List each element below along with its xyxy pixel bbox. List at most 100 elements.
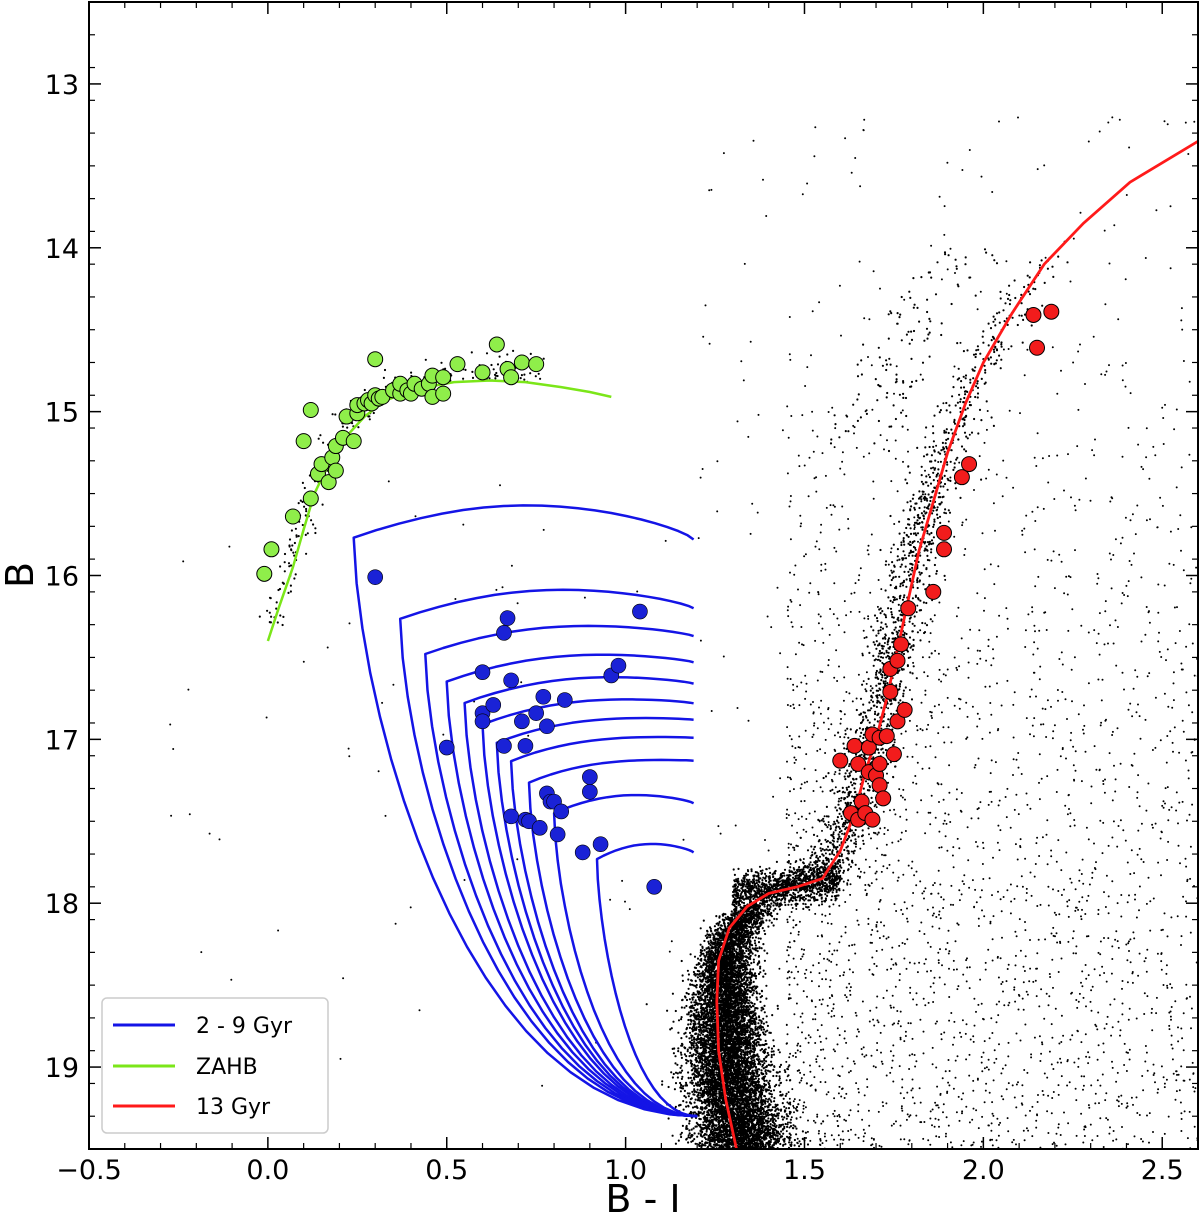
young-star-point bbox=[496, 738, 512, 754]
rgb-star-point bbox=[936, 524, 953, 541]
zahb-star-point bbox=[263, 541, 280, 558]
legend-box bbox=[101, 997, 329, 1134]
y-tick-label: 17 bbox=[45, 725, 79, 756]
young-star-point bbox=[632, 603, 648, 620]
rgb-star-point bbox=[1043, 303, 1060, 320]
rgb-star-point bbox=[885, 746, 902, 763]
young-isochrone-8 bbox=[495, 716, 698, 1118]
zahb-star-point bbox=[284, 508, 301, 525]
young-star-point bbox=[503, 672, 519, 689]
young-star-point bbox=[531, 820, 548, 836]
zahb-star-point bbox=[367, 351, 384, 368]
zahb-star-point bbox=[295, 433, 312, 450]
highlighted-stars bbox=[256, 303, 1060, 895]
young-star-point bbox=[582, 783, 598, 800]
young-star-point bbox=[438, 739, 455, 756]
young-star-point bbox=[592, 836, 609, 853]
x-tick-label: 1.5 bbox=[783, 1155, 826, 1186]
zahb-star-point bbox=[503, 369, 520, 386]
young-isochrone-6 bbox=[463, 675, 698, 1118]
young-star-point bbox=[528, 705, 544, 721]
zahb-star-point bbox=[528, 356, 545, 373]
rgb-star-point bbox=[878, 728, 895, 745]
x-tick-label: 2.5 bbox=[1141, 1155, 1184, 1186]
young-isochrone-9 bbox=[509, 735, 698, 1118]
zahb-star-point bbox=[302, 490, 319, 507]
zahb-star-point bbox=[302, 402, 319, 419]
young-star-point bbox=[474, 664, 491, 680]
young-isochrone-10 bbox=[527, 758, 698, 1118]
young-star-point bbox=[485, 697, 502, 713]
x-tick-label: 2.0 bbox=[962, 1155, 1005, 1186]
legend: 2 - 9 Gyr ZAHB 13 Gyr bbox=[101, 997, 329, 1134]
young-star-point bbox=[574, 844, 591, 861]
zahb-star-point bbox=[474, 364, 491, 381]
rgb-star-point bbox=[871, 755, 888, 772]
zahb-star-point bbox=[488, 336, 505, 353]
y-tick-labels: 13 14 15 16 17 18 19 bbox=[45, 70, 79, 1084]
young-isochrone-3 bbox=[398, 588, 698, 1118]
rgb-star-point bbox=[1029, 339, 1046, 356]
y-tick-label: 18 bbox=[45, 889, 79, 920]
young-star-point bbox=[367, 569, 383, 585]
young-star-point bbox=[517, 738, 534, 754]
rgb-star-point bbox=[889, 713, 906, 730]
young-star-point bbox=[646, 879, 663, 895]
young-star-point bbox=[556, 692, 573, 708]
y-tick-label: 19 bbox=[45, 1053, 79, 1084]
rgb-star-point bbox=[850, 755, 867, 772]
x-tick-label: 0.0 bbox=[246, 1155, 289, 1186]
rgb-star-point bbox=[953, 469, 970, 486]
young-star-point bbox=[549, 826, 566, 843]
plot-background bbox=[89, 2, 1198, 1149]
legend-label-old: 13 Gyr bbox=[196, 1095, 271, 1120]
young-star-point bbox=[496, 625, 512, 641]
young-isochrone-5 bbox=[445, 653, 698, 1118]
rgb-star-point bbox=[893, 636, 910, 653]
zahb-star-point bbox=[449, 356, 466, 373]
young-star-point bbox=[499, 610, 516, 626]
axis-ticks bbox=[88, 1, 1199, 1150]
x-axis-label: B - I bbox=[605, 1177, 680, 1221]
zahb-star-point bbox=[513, 354, 530, 371]
young-isochrone-2 bbox=[352, 504, 698, 1118]
y-axis-label: B bbox=[0, 562, 42, 588]
legend-label-young: 2 - 9 Gyr bbox=[196, 1014, 293, 1039]
zahb-star-point bbox=[435, 369, 452, 386]
rgb-star-point bbox=[875, 790, 892, 807]
rgb-star-point bbox=[896, 701, 913, 718]
young-star-point bbox=[535, 688, 552, 705]
young-star-point bbox=[610, 657, 627, 674]
y-tick-label: 15 bbox=[45, 398, 79, 429]
x-tick-label: −0.5 bbox=[56, 1155, 122, 1186]
young-star-point bbox=[514, 713, 530, 730]
zahb-star-point bbox=[327, 462, 344, 479]
zahb-star-point bbox=[320, 474, 337, 491]
young-isochrone-12 bbox=[595, 842, 698, 1118]
rgb-star-point bbox=[846, 737, 863, 754]
rgb-star-point bbox=[936, 541, 953, 558]
y-tick-label: 14 bbox=[45, 234, 79, 265]
zahb-star-point bbox=[345, 433, 362, 450]
young-star-point bbox=[553, 803, 570, 820]
x-tick-labels: −0.5 0.0 0.5 1.0 1.5 2.0 2.5 bbox=[56, 1155, 1183, 1186]
rgb-star-point bbox=[925, 583, 942, 600]
legend-label-zahb: ZAHB bbox=[196, 1055, 258, 1080]
rgb-star-point bbox=[961, 456, 978, 473]
rgb-star-point bbox=[900, 600, 917, 617]
young-star-point bbox=[582, 769, 598, 785]
rgb-star-point bbox=[832, 752, 849, 769]
zahb-star-point bbox=[256, 565, 273, 582]
rgb-star-point bbox=[882, 683, 899, 700]
rgb-star-point bbox=[864, 811, 881, 828]
rgb-star-point bbox=[871, 777, 888, 794]
rgb-star-point bbox=[1025, 306, 1042, 323]
y-tick-label: 16 bbox=[45, 562, 79, 593]
young-isochrone-4 bbox=[424, 624, 698, 1118]
zahb-star-point bbox=[435, 385, 452, 402]
young-star-point bbox=[539, 718, 555, 735]
rgb-star-point bbox=[889, 652, 906, 669]
y-tick-label: 13 bbox=[45, 70, 79, 101]
young-star-point bbox=[503, 808, 519, 825]
